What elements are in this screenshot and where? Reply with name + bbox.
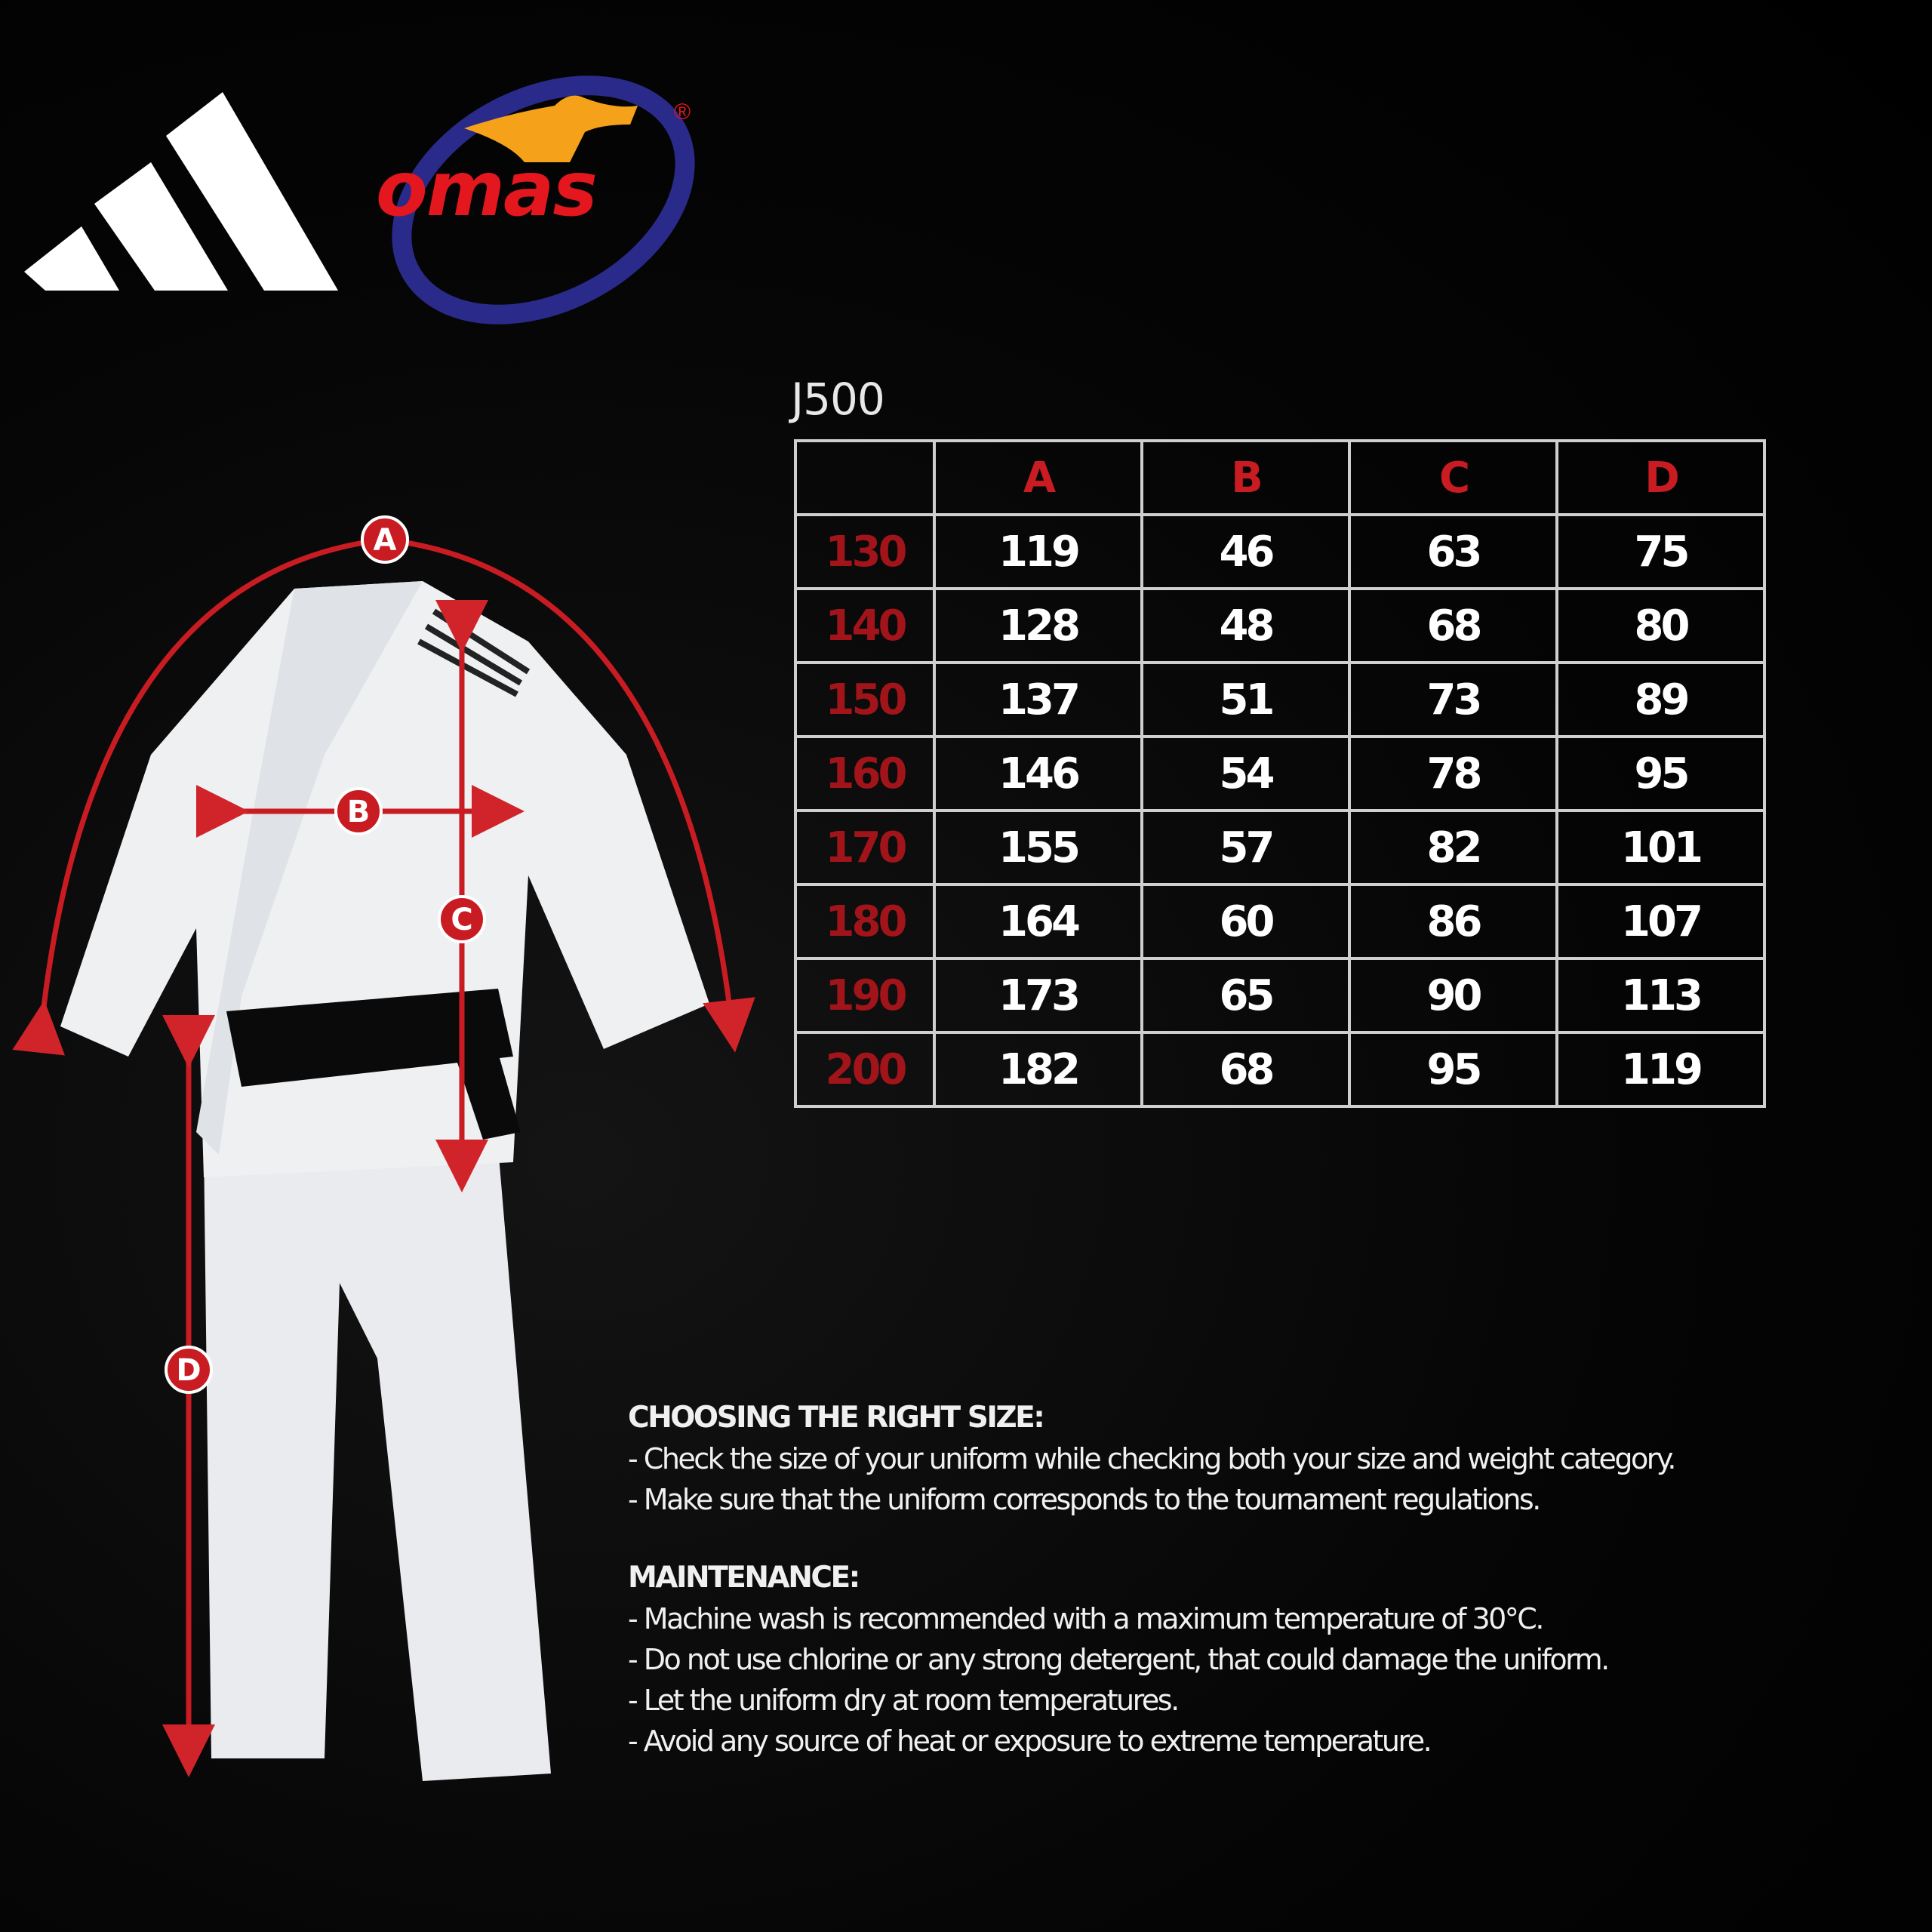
value-cell: 82 [1348,809,1558,886]
value-cell: 73 [1348,661,1558,738]
maintenance-line: - Let the uniform dry at room temperatur… [628,1684,1180,1717]
value-cell: 75 [1555,513,1766,590]
value-cell: 57 [1140,809,1351,886]
table-row: 180 164 60 86 107 [794,883,1766,960]
maintenance-line: - Machine wash is recommended with a max… [628,1602,1544,1635]
corner-cell [794,439,936,516]
logos: omas ® [24,75,695,325]
value-cell: 46 [1140,513,1351,590]
value-cell: 146 [933,735,1143,812]
column-header: A [933,439,1143,516]
notes: CHOOSING THE RIGHT SIZE: - Check the siz… [628,1398,1677,1761]
column-header: D [1555,439,1766,516]
value-cell: 137 [933,661,1143,738]
maintenance-line: - Do not use chlorine or any strong dete… [628,1643,1610,1676]
value-cell: 119 [933,513,1143,590]
value-cell: 182 [933,1031,1143,1108]
value-cell: 119 [1555,1031,1766,1108]
value-cell: 80 [1555,587,1766,664]
size-cell: 180 [794,883,936,960]
value-cell: 63 [1348,513,1558,590]
value-cell: 51 [1140,661,1351,738]
label-b: B [347,795,371,829]
value-cell: 89 [1555,661,1766,738]
table-row: 190 173 65 90 113 [794,957,1766,1034]
choosing-title: CHOOSING THE RIGHT SIZE: [628,1401,1045,1435]
size-cell: 150 [794,661,936,738]
table-row: 140 128 48 68 80 [794,587,1766,664]
value-cell: 48 [1140,587,1351,664]
value-cell: 95 [1555,735,1766,812]
size-table: A B C D 130 119 46 63 75 140 128 48 68 80 150 137 51… [794,439,1766,1108]
value-cell: 90 [1348,957,1558,1034]
value-cell: 173 [933,957,1143,1034]
size-cell: 200 [794,1031,936,1108]
maintenance-title: MAINTENANCE: [628,1561,860,1595]
model-title: J500 [791,374,885,425]
table-row: 200 182 68 95 119 [794,1031,1766,1108]
table-row: 160 146 54 78 95 [794,735,1766,812]
column-header: C [1348,439,1558,516]
registered-mark: ® [674,100,691,125]
value-cell: 78 [1348,735,1558,812]
label-d: D [176,1353,201,1388]
table-row: 130 119 46 63 75 [794,513,1766,590]
value-cell: 68 [1348,587,1558,664]
judogi-diagram: A B C D [12,515,755,1781]
omas-wordmark: omas [376,145,596,233]
size-cell: 130 [794,513,936,590]
value-cell: 68 [1140,1031,1351,1108]
judogi-illustration [60,581,709,1781]
value-cell: 128 [933,587,1143,664]
table-row: 170 155 57 82 101 [794,809,1766,886]
column-header: B [1140,439,1351,516]
value-cell: 60 [1140,883,1351,960]
value-cell: 113 [1555,957,1766,1034]
size-cell: 140 [794,587,936,664]
omas-logo: omas ® [376,75,695,325]
value-cell: 164 [933,883,1143,960]
size-cell: 160 [794,735,936,812]
size-cell: 190 [794,957,936,1034]
value-cell: 155 [933,809,1143,886]
value-cell: 86 [1348,883,1558,960]
table-header-row: A B C D [794,439,1766,516]
value-cell: 54 [1140,735,1351,812]
choosing-line: - Make sure that the uniform corresponds… [628,1483,1541,1516]
value-cell: 95 [1348,1031,1558,1108]
choosing-line: - Check the size of your uniform while c… [628,1442,1677,1475]
size-cell: 170 [794,809,936,886]
value-cell: 65 [1140,957,1351,1034]
value-cell: 107 [1555,883,1766,960]
adidas-logo [24,92,338,291]
value-cell: 101 [1555,809,1766,886]
label-a: A [374,523,397,558]
maintenance-line: - Avoid any source of heat or exposure t… [628,1724,1432,1758]
table-row: 150 137 51 73 89 [794,661,1766,738]
label-c: C [451,903,472,937]
